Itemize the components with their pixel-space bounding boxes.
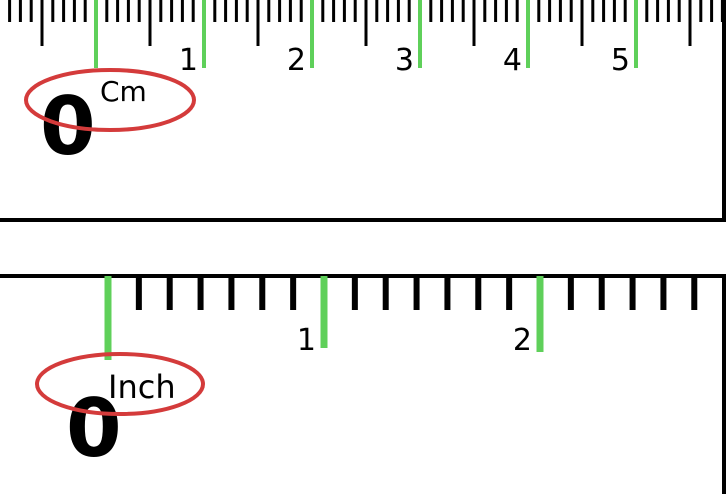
cm-tick-marks: [8, 0, 724, 68]
cm-number-3: 3: [395, 43, 414, 78]
inch-number-1: 1: [297, 323, 316, 358]
inch-zero-label: 0: [66, 382, 122, 475]
cm-number-4: 4: [503, 43, 522, 78]
inch-tick-marks: [104, 276, 726, 360]
cm-unit-highlight-circle: [24, 68, 196, 132]
inch-unit-label: Inch: [108, 368, 176, 406]
cm-number-2: 2: [287, 43, 306, 78]
cm-number-5: 5: [611, 43, 630, 78]
cm-unit-label: Cm: [100, 75, 147, 108]
inch-unit-highlight-circle: [35, 352, 205, 416]
cm-ruler-body: [0, 0, 726, 222]
inch-ruler-body: [0, 274, 726, 494]
inch-number-2: 2: [513, 323, 532, 358]
cm-number-labels: 1 2 3 4 5: [179, 43, 630, 78]
cm-number-1: 1: [179, 43, 198, 78]
